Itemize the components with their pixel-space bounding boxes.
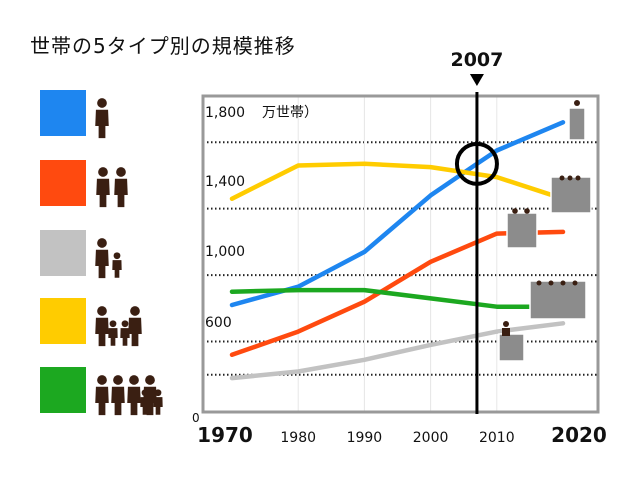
parent-and-child-icon bbox=[95, 238, 122, 279]
single-parent-end-icon bbox=[498, 321, 525, 362]
y-tick-label: 600 bbox=[205, 315, 232, 331]
x-tick-label: 1970 bbox=[197, 423, 253, 447]
family-with-children-icon bbox=[95, 306, 142, 347]
y-tick-label: 1,800 bbox=[205, 105, 245, 121]
y-unit-label: 万世帯） bbox=[262, 105, 318, 121]
marker-label: 2007 bbox=[450, 49, 503, 71]
legend-swatch-couple-children bbox=[40, 298, 86, 344]
legend-swatch-single-parent bbox=[40, 230, 86, 276]
grid-lines bbox=[203, 96, 598, 412]
y-tick-label: 1,400 bbox=[205, 174, 245, 190]
one-person-icon bbox=[95, 98, 109, 139]
couple-children-end-icon bbox=[550, 175, 592, 214]
x-tick-label: 2020 bbox=[551, 423, 607, 447]
series-line-other bbox=[229, 287, 566, 309]
two-people-icon bbox=[96, 167, 128, 208]
legend-swatch-couple bbox=[40, 160, 86, 206]
y-tick-label: 1,000 bbox=[205, 244, 245, 260]
other-end-icon bbox=[529, 280, 587, 320]
couple-end-icon bbox=[506, 208, 538, 249]
marker-arrow-icon bbox=[469, 74, 484, 86]
x-tick-label: 2010 bbox=[479, 430, 515, 446]
year-marker bbox=[454, 74, 499, 414]
legend-swatch-single bbox=[40, 90, 86, 136]
single-end-icon bbox=[568, 100, 586, 141]
series-line-single bbox=[229, 120, 566, 308]
plot-frame bbox=[201, 94, 600, 414]
x-tick-label: 1980 bbox=[280, 430, 316, 446]
legend-swatch-other bbox=[40, 367, 86, 413]
y-tick-label: 0 bbox=[192, 411, 200, 425]
extended-family-icon bbox=[95, 375, 163, 416]
chart-title: 世帯の5タイプ別の規模推移 bbox=[30, 34, 296, 58]
x-tick-label: 1990 bbox=[347, 430, 383, 446]
x-tick-label: 2000 bbox=[413, 430, 449, 446]
marker-circle bbox=[454, 141, 499, 186]
series-line-couple-children bbox=[229, 161, 566, 201]
